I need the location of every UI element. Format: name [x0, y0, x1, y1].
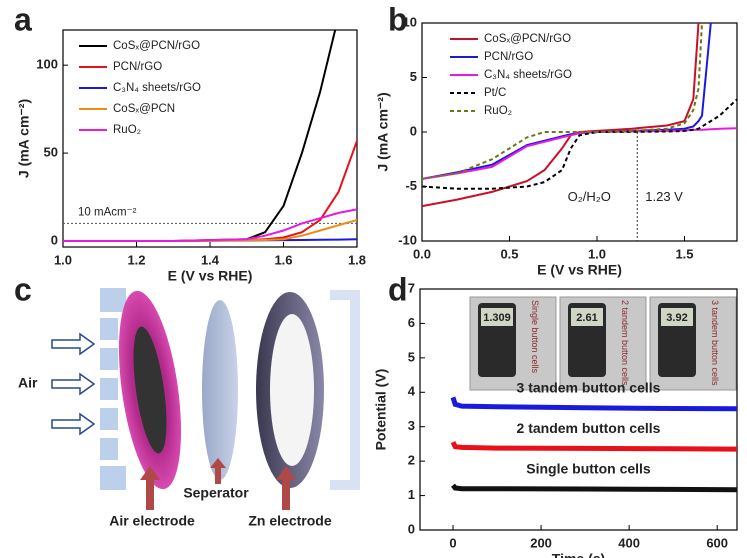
series-label: 3 tandem button cells: [517, 380, 661, 396]
y-tick-label: 2: [408, 453, 415, 468]
series-line: [422, 23, 700, 208]
y-tick-label: 50: [44, 145, 58, 160]
zn-center: [270, 314, 314, 466]
legend-label: Pt/C: [484, 87, 506, 99]
x-tick-label: 400: [618, 535, 640, 550]
annotation: 10 mAcm⁻²: [78, 206, 137, 218]
panel-label: c: [14, 271, 32, 307]
x-tick-label: 0.5: [500, 246, 518, 261]
series-line: [422, 98, 737, 190]
x-tick-label: 600: [706, 535, 728, 550]
reading: 2.61: [576, 312, 597, 324]
inset-caption: Single button cells: [530, 300, 540, 374]
y-tick-label: -10: [398, 232, 417, 247]
legend-label: C₃N₄ sheets/rGO: [113, 82, 201, 94]
separator: [202, 300, 238, 480]
y-axis-label: Potential (V): [373, 369, 389, 451]
x-tick-label: 1.0: [588, 246, 606, 261]
air-label: Air: [18, 375, 38, 391]
x-tick-label: 200: [530, 535, 552, 550]
legend-label: RuO₂: [484, 105, 512, 117]
x-axis-label: E (V vs RHE): [537, 262, 622, 278]
x-tick-label: 0: [449, 535, 456, 550]
plot-frame: [419, 288, 738, 531]
x-tick-label: 0.0: [413, 246, 431, 261]
air-electrode-label: Air electrode: [109, 513, 195, 529]
y-tick-label: 10: [403, 14, 417, 29]
y-tick-label: 4: [408, 384, 416, 399]
series-line: [422, 23, 712, 180]
x-axis-label: E (V vs RHE): [168, 268, 253, 284]
series-line: [450, 441, 737, 452]
panel-label: a: [14, 1, 32, 37]
series-line: [451, 483, 737, 493]
series-line: [422, 23, 703, 180]
legend-label: RuO₂: [113, 124, 141, 136]
cell-diagram: Air Air electrode Seperator Zn electrode: [18, 288, 360, 529]
y-tick-label: 3: [408, 418, 415, 433]
y-tick-label: 6: [408, 315, 415, 330]
legend-label: PCN/rGO: [484, 51, 533, 63]
separator-label: Seperator: [183, 485, 249, 501]
series-line: [63, 208, 357, 242]
y-tick-label: -5: [405, 178, 417, 193]
series-group: [422, 23, 737, 208]
x-tick-label: 1.8: [348, 252, 366, 267]
reading: 3.92: [666, 312, 687, 324]
y-tick-label: 0: [51, 232, 58, 247]
annotation: O₂/H₂O: [568, 189, 611, 204]
x-axis-label: Time (s): [552, 551, 605, 558]
inset-caption: 3 tandem button cells: [710, 300, 720, 386]
zn-electrode-label: Zn electrode: [248, 513, 331, 529]
annotation: 1.23 V: [645, 189, 683, 204]
series-line: [63, 140, 357, 242]
legend-label: CoSₓ@PCN: [113, 103, 175, 115]
y-tick-label: 5: [408, 349, 415, 364]
multimeter-screen: [571, 308, 603, 326]
legend-label: CoSₓ@PCN/rGO: [113, 40, 200, 52]
x-tick-label: 1.5: [675, 246, 693, 261]
series-label: 2 tandem button cells: [517, 420, 661, 436]
legend-label: PCN/rGO: [113, 61, 162, 73]
air-plate: [100, 288, 126, 490]
panel-label: b: [388, 1, 408, 37]
x-tick-label: 1.0: [54, 252, 72, 267]
x-tick-label: 1.2: [127, 252, 145, 267]
y-tick-label: 100: [36, 57, 58, 72]
series-label: Single button cells: [526, 460, 651, 476]
y-axis-label: J (mA cm⁻²): [375, 92, 391, 171]
x-tick-label: 1.4: [201, 252, 220, 267]
legend-label: C₃N₄ sheets/rGO: [484, 69, 572, 81]
multimeter-screen: [661, 308, 693, 326]
inset: 1.309 Single button cells 2.61 2 tandem but…: [469, 296, 737, 391]
y-axis-label: J (mA cm⁻²): [16, 99, 32, 178]
y-tick-label: 5: [410, 69, 417, 84]
case: [330, 290, 360, 490]
multimeter-screen: [481, 308, 513, 326]
air-arrows: [51, 332, 96, 436]
y-tick-label: 0: [410, 123, 417, 138]
legend-label: CoSₓ@PCN/rGO: [484, 33, 571, 45]
series-group: [450, 396, 737, 493]
pointer-arrows: [140, 458, 296, 510]
inset-caption: 2 tandem button cells: [620, 300, 630, 386]
catalyst: [133, 326, 167, 454]
series-group: [63, 30, 357, 242]
y-tick-label: 1: [408, 487, 415, 502]
panel-label: d: [388, 271, 408, 307]
y-tick-label: 7: [408, 280, 415, 295]
series-line: [450, 396, 737, 412]
x-tick-label: 1.6: [274, 252, 292, 267]
y-tick-label: 0: [408, 521, 415, 536]
reading: 1.309: [483, 312, 511, 324]
